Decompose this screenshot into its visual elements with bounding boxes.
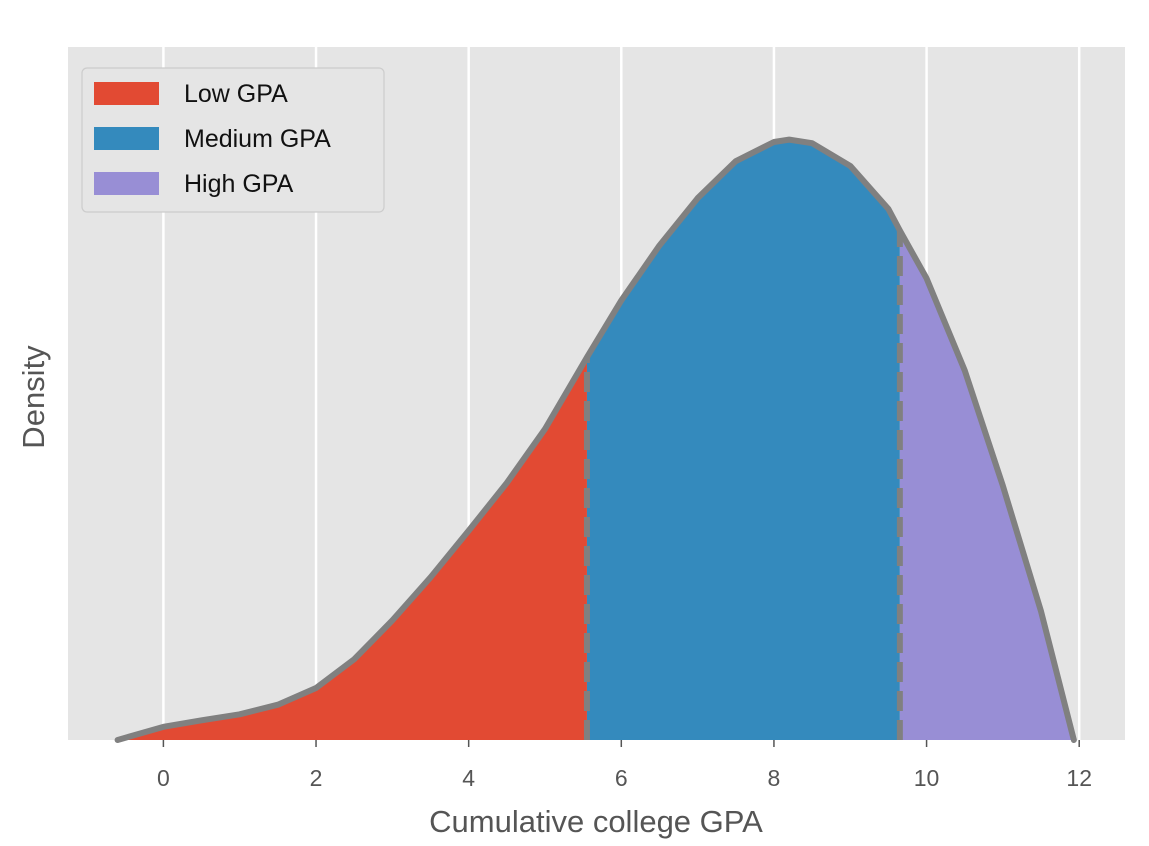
x-axis-ticks: 0 2 4 6 8 10 12 xyxy=(157,740,1092,791)
area-fills xyxy=(117,139,1074,741)
x-tick-label-12: 12 xyxy=(1066,765,1092,791)
y-axis-label: Density xyxy=(16,345,51,449)
legend: Low GPA Medium GPA High GPA xyxy=(81,67,385,213)
x-tick-label-10: 10 xyxy=(914,765,940,791)
legend-swatch-high-gpa xyxy=(94,172,159,195)
x-tick-label-6: 6 xyxy=(615,765,628,791)
x-tick-label-2: 2 xyxy=(310,765,323,791)
legend-label-low-gpa: Low GPA xyxy=(184,80,288,108)
x-tick-label-4: 4 xyxy=(462,765,475,791)
area-medium-gpa xyxy=(586,139,900,741)
area-high-gpa xyxy=(899,230,1074,740)
legend-swatch-medium-gpa xyxy=(94,127,159,150)
legend-label-high-gpa: High GPA xyxy=(184,170,294,198)
x-tick-label-0: 0 xyxy=(157,765,170,791)
legend-label-medium-gpa: Medium GPA xyxy=(184,125,331,153)
density-curve xyxy=(114,136,1077,743)
threshold-lines xyxy=(583,230,903,740)
area-low-gpa xyxy=(117,357,587,740)
legend-swatch-low-gpa xyxy=(94,82,159,105)
x-tick-label-8: 8 xyxy=(768,765,781,791)
density-curve-group xyxy=(114,136,1077,743)
x-axis-label: Cumulative college GPA xyxy=(429,804,763,839)
